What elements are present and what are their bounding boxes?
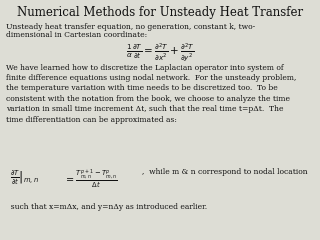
Text: Unsteady heat transfer equation, no generation, constant k, two-: Unsteady heat transfer equation, no gene… xyxy=(6,23,256,31)
Text: such that x=mΔx, and y=nΔy as introduced earlier.: such that x=mΔx, and y=nΔy as introduced… xyxy=(6,203,208,211)
Text: $\left.\frac{\partial T}{\partial t}\right|_{m,n}$: $\left.\frac{\partial T}{\partial t}\rig… xyxy=(10,169,39,187)
Text: $\frac{1}{\alpha} \frac{\partial T}{\partial t} = \frac{\partial^2 T}{\partial x: $\frac{1}{\alpha} \frac{\partial T}{\par… xyxy=(126,41,194,63)
Text: Numerical Methods for Unsteady Heat Transfer: Numerical Methods for Unsteady Heat Tran… xyxy=(17,6,303,19)
Text: ,  while m & n correspond to nodal location: , while m & n correspond to nodal locati… xyxy=(142,168,308,176)
Text: dimensional in Cartesian coordinate:: dimensional in Cartesian coordinate: xyxy=(6,31,148,39)
Text: $= \frac{T_{m,n}^{p+1} - T_{m,n}^{p}}{\Delta t}$: $= \frac{T_{m,n}^{p+1} - T_{m,n}^{p}}{\D… xyxy=(64,168,118,190)
Text: We have learned how to discretize the Laplacian operator into system of
finite d: We have learned how to discretize the La… xyxy=(6,64,297,124)
